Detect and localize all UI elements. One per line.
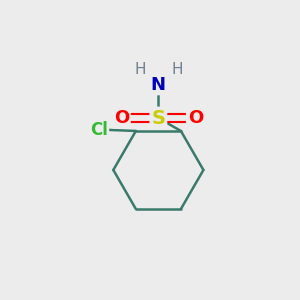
Text: O: O xyxy=(188,109,203,127)
Text: Cl: Cl xyxy=(91,121,108,139)
Text: H: H xyxy=(171,62,183,77)
Text: H: H xyxy=(134,62,146,77)
Text: S: S xyxy=(152,109,165,128)
Text: O: O xyxy=(114,109,129,127)
Text: N: N xyxy=(151,76,166,94)
